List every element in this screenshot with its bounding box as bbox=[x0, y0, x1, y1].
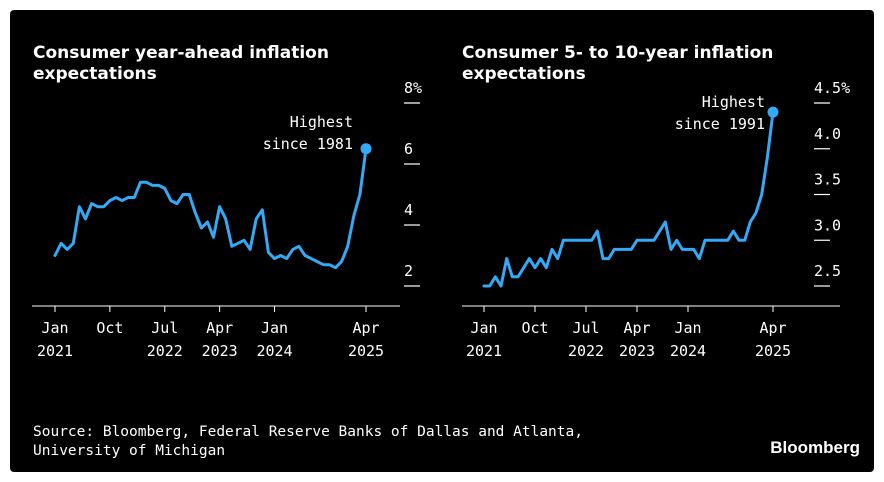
x-tick-month-right-5: Apr bbox=[759, 319, 786, 337]
x-tick-year-left-0: 2021 bbox=[37, 342, 73, 360]
x-tick-year-right-2: 2022 bbox=[568, 342, 604, 360]
source-line-2: University of Michigan bbox=[33, 443, 226, 459]
x-tick-year-left-4: 2024 bbox=[256, 342, 292, 360]
x-tick-year-left-5: 2025 bbox=[348, 342, 384, 360]
x-tick-month-right-0: Jan bbox=[470, 319, 497, 337]
y-tick-label-right-4: 4.5% bbox=[814, 79, 850, 97]
source-line-1: Source: Bloomberg, Federal Reserve Banks… bbox=[33, 424, 583, 440]
x-tick-month-left-5: Apr bbox=[352, 319, 379, 337]
x-tick-year-left-3: 2023 bbox=[202, 342, 238, 360]
y-tick-label-left-0: 2 bbox=[404, 262, 413, 280]
highlight-marker-left bbox=[360, 143, 372, 155]
annotation-line1-left: Highest bbox=[290, 113, 353, 131]
bloomberg-logo: Bloomberg bbox=[770, 438, 860, 457]
y-tick-label-right-1: 3.0 bbox=[814, 216, 841, 234]
x-tick-year-right-5: 2025 bbox=[755, 342, 791, 360]
annotation-line1-right: Highest bbox=[702, 93, 765, 111]
x-tick-month-right-1: Oct bbox=[521, 319, 548, 337]
chart-frame: Consumer year-ahead inflation expectatio… bbox=[10, 10, 874, 472]
highlight-marker-right bbox=[767, 106, 779, 118]
x-tick-month-right-3: Apr bbox=[623, 319, 650, 337]
series-line-right-0 bbox=[482, 110, 775, 288]
y-tick-label-right-0: 2.5 bbox=[814, 262, 841, 280]
x-tick-month-right-4: Jan bbox=[674, 319, 701, 337]
x-tick-year-left-2: 2022 bbox=[147, 342, 183, 360]
chart-title-right: Consumer 5- to 10-year inflation expecta… bbox=[462, 43, 774, 84]
annotation-line2-right: since 1991 bbox=[675, 115, 765, 133]
series-line-left-0 bbox=[53, 147, 368, 270]
y-tick-label-right-3: 4.0 bbox=[814, 125, 841, 143]
charts-svg: 2 4 6 8% Jan 2021 Oct Jul 2022 Apr 2023 Jan 2024 Apr 2… bbox=[32, 79, 850, 360]
x-tick-year-right-0: 2021 bbox=[466, 342, 502, 360]
annotation-line2-left: since 1981 bbox=[263, 135, 353, 153]
y-tick-label-left-1: 4 bbox=[404, 201, 413, 219]
y-tick-label-right-2: 3.5 bbox=[814, 171, 841, 189]
chart-title-left: Consumer year-ahead inflation expectatio… bbox=[33, 43, 329, 84]
y-tick-label-left-3: 8% bbox=[404, 79, 422, 97]
x-tick-month-left-4: Jan bbox=[261, 319, 288, 337]
x-tick-month-left-0: Jan bbox=[41, 319, 68, 337]
y-tick-label-left-2: 6 bbox=[404, 140, 413, 158]
x-tick-month-right-2: Jul bbox=[572, 319, 599, 337]
x-tick-month-left-2: Jul bbox=[151, 319, 178, 337]
source-note: Source: Bloomberg, Federal Reserve Banks… bbox=[33, 423, 583, 461]
x-tick-year-right-3: 2023 bbox=[619, 342, 655, 360]
x-tick-year-right-4: 2024 bbox=[670, 342, 706, 360]
x-tick-month-left-3: Apr bbox=[206, 319, 233, 337]
x-tick-month-left-1: Oct bbox=[96, 319, 123, 337]
